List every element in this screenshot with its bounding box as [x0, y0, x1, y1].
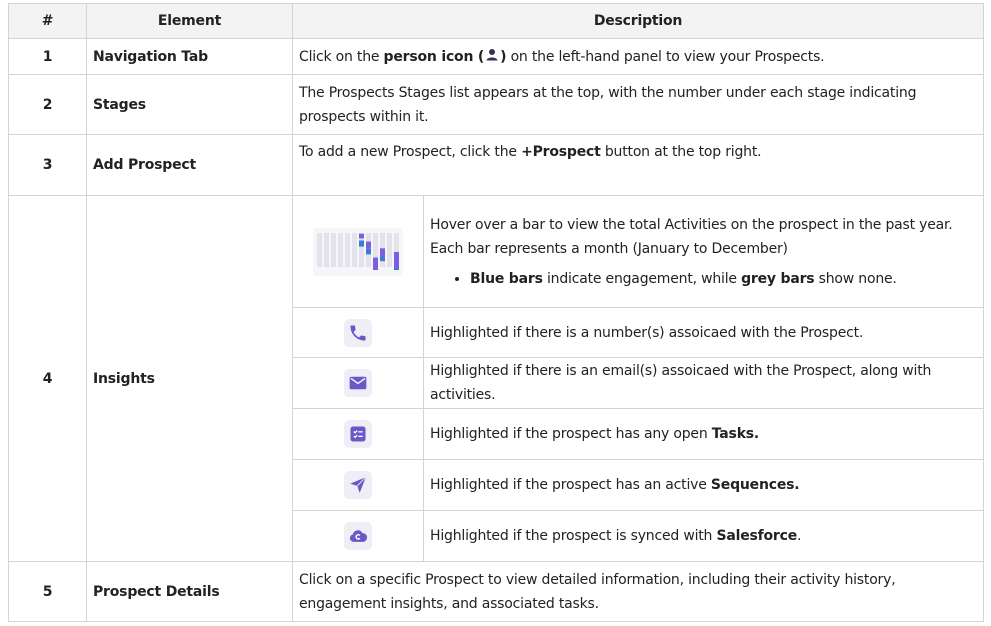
element-description: Click on a specific Prospect to view det…: [291, 561, 985, 622]
month-bar-segment: [373, 256, 378, 278]
month-bar-segment: [359, 239, 364, 247]
desc-text: To add a new Prospect, click the: [299, 144, 522, 160]
table-row: 4 Insights Hover over a bar to view the …: [8, 195, 985, 562]
row-number: 1: [8, 38, 87, 75]
person-icon: [486, 45, 498, 69]
month-bar: [338, 232, 343, 267]
salesforce-description: Highlighted if the prospect is synced wi…: [422, 510, 985, 562]
desc-text: show none.: [814, 270, 897, 287]
desc-text: on the left-hand panel to view your Pros…: [506, 48, 825, 65]
table-row: 2 Stages The Prospects Stages list appea…: [8, 74, 985, 135]
element-name: Prospect Details: [86, 561, 293, 622]
row-number: 5: [8, 561, 87, 622]
email-description: Highlighted if there is an email(s) asso…: [422, 357, 985, 409]
month-bar: [373, 232, 378, 267]
table-row: 3 Add Prospect To add a new Prospect, cl…: [8, 134, 985, 196]
month-bar: [394, 232, 399, 267]
salesforce-icon-cell: [292, 510, 424, 562]
tasks-icon-cell: [292, 408, 424, 460]
bullet-list: Blue bars indicate engagement, while gre…: [430, 267, 977, 291]
element-name: Navigation Tab: [86, 38, 293, 75]
month-bar: [352, 232, 357, 267]
elements-table: # Element Description 1 Navigation Tab C…: [8, 3, 985, 622]
element-name: Insights: [86, 195, 293, 562]
desc-text: Hover over a bar to view the total Activ…: [430, 216, 953, 257]
table-header-row: # Element Description: [8, 3, 985, 39]
header-description: Description: [291, 3, 985, 39]
desc-bold: Blue bars: [470, 270, 543, 287]
desc-text: indicate engagement, while: [542, 270, 742, 287]
email-icon-cell: [292, 357, 424, 409]
activity-bars-icon: [313, 227, 403, 278]
insight-row: Highlighted if the prospect has any open…: [9, 408, 985, 460]
desc-text: .: [797, 528, 802, 544]
month-bar: [359, 232, 364, 267]
element-description: The Prospects Stages list appears at the…: [291, 74, 985, 135]
activity-bars-graphic: [317, 232, 399, 278]
desc-bold: ): [500, 48, 507, 65]
month-bar: [324, 232, 329, 267]
month-bar: [387, 232, 392, 267]
month-bar-segment: [380, 247, 385, 257]
month-bar-segment: [366, 247, 371, 254]
month-bar-segment: [359, 233, 364, 238]
desc-text: Highlighted if the prospect is synced wi…: [430, 528, 717, 544]
sequence-description: Highlighted if the prospect has an activ…: [422, 459, 985, 511]
phone-description: Highlighted if there is a number(s) asso…: [422, 307, 985, 358]
header-element: Element: [86, 3, 293, 39]
table-row: 5 Prospect Details Click on a specific P…: [8, 561, 985, 622]
element-description: Click on the person icon () on the left-…: [291, 38, 985, 75]
month-bar-segment: [394, 263, 399, 274]
month-bar-segment: [366, 241, 371, 248]
insight-row: Highlighted if the prospect is synced wi…: [9, 510, 985, 562]
salesforce-icon: [344, 522, 372, 550]
element-name: Stages: [86, 74, 293, 135]
email-icon: [344, 369, 372, 397]
desc-text: Highlighted if the prospect has an activ…: [430, 477, 711, 493]
sequence-icon: [344, 471, 372, 499]
month-bar: [331, 232, 336, 267]
list-item: Blue bars indicate engagement, while gre…: [470, 267, 977, 291]
desc-bold: Salesforce: [716, 528, 798, 544]
activity-bars-description: Hover over a bar to view the total Activ…: [422, 195, 985, 308]
activity-bars-cell: [292, 195, 424, 308]
element-description: To add a new Prospect, click the +Prospe…: [291, 134, 985, 196]
desc-bold: +Prospect: [521, 144, 601, 160]
header-num: #: [8, 3, 87, 39]
desc-text: button at the top right.: [600, 144, 762, 160]
month-bar-segment: [394, 251, 399, 268]
row-number: 2: [8, 74, 87, 135]
insight-row: Highlighted if the prospect has an activ…: [9, 459, 985, 511]
desc-bold: grey bars: [741, 270, 815, 287]
phone-icon-cell: [292, 307, 424, 358]
table-row: 1 Navigation Tab Click on the person ico…: [8, 38, 985, 75]
insight-row: Highlighted if there is a number(s) asso…: [9, 307, 985, 358]
element-name: Add Prospect: [86, 134, 293, 196]
phone-icon: [344, 318, 372, 347]
desc-text: Click on the: [299, 48, 384, 65]
month-bar-segment: [380, 254, 385, 261]
desc-bold: Tasks.: [711, 426, 760, 442]
desc-bold: Sequences.: [710, 477, 800, 493]
month-bar: [317, 232, 322, 267]
tasks-icon: [344, 420, 372, 448]
row-number: 3: [8, 134, 87, 196]
desc-text: Highlighted if the prospect has any open: [430, 426, 712, 442]
tasks-description: Highlighted if the prospect has any open…: [422, 408, 985, 460]
month-bar: [345, 232, 350, 267]
row-number: 4: [8, 195, 87, 562]
sequence-icon-cell: [292, 459, 424, 511]
desc-bold: person icon (: [383, 48, 485, 65]
insight-row: Highlighted if there is an email(s) asso…: [9, 357, 985, 409]
